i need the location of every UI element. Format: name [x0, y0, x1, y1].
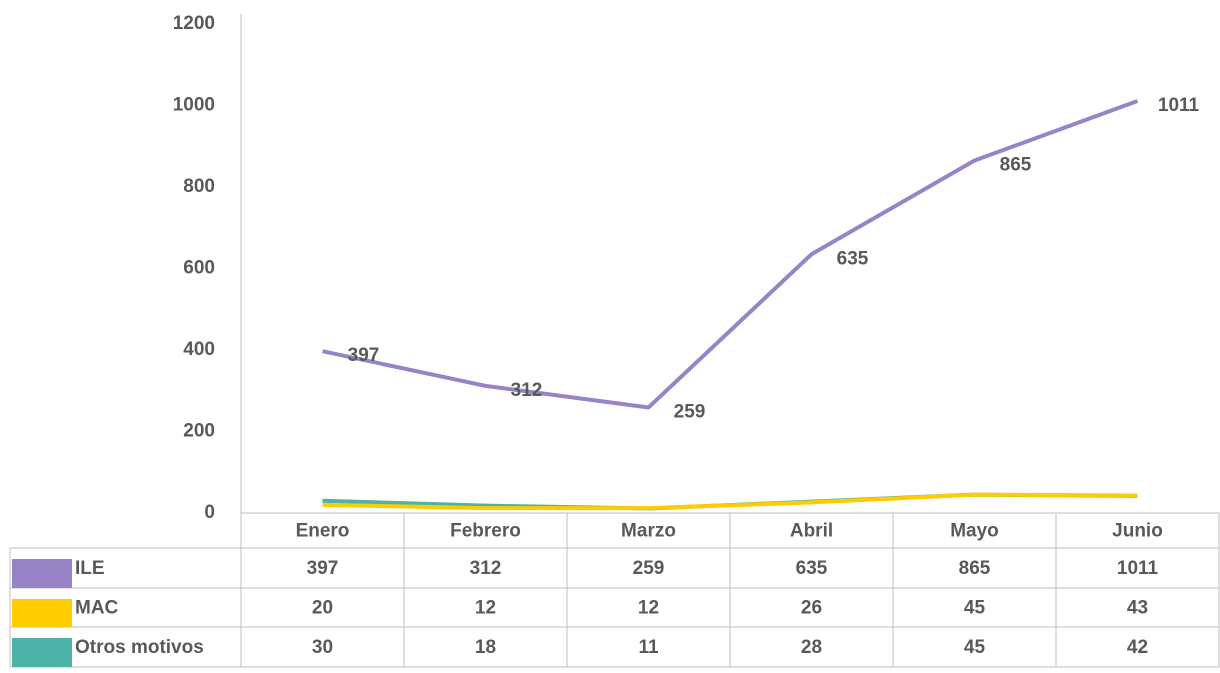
table-value: 45 — [964, 598, 986, 619]
data-label: 865 — [1000, 155, 1032, 176]
table-value: 12 — [638, 598, 659, 619]
table-value: 20 — [312, 598, 333, 619]
y-tick-label: 800 — [183, 176, 215, 197]
table-value: 865 — [959, 558, 991, 579]
legend-label: Otros motivos — [75, 637, 204, 658]
table-value: 42 — [1127, 637, 1148, 658]
y-tick-label: 1200 — [173, 13, 215, 34]
x-tick-label: Junio — [1112, 521, 1163, 542]
table-value: 43 — [1127, 598, 1148, 619]
legend-label: ILE — [75, 558, 105, 579]
x-tick-label: Mayo — [950, 521, 999, 542]
legend-key — [12, 559, 72, 588]
table-value: 635 — [796, 558, 828, 579]
series-line — [322, 99, 1139, 410]
x-tick-label: Febrero — [450, 521, 521, 542]
table-value: 312 — [470, 558, 502, 579]
series-line — [322, 492, 1138, 511]
data-label: 259 — [674, 401, 706, 422]
table-value: 26 — [801, 598, 822, 619]
y-tick-label: 400 — [183, 339, 215, 360]
table-value: 259 — [633, 558, 665, 579]
y-tick-label: 600 — [183, 258, 215, 279]
x-tick-label: Marzo — [621, 521, 676, 542]
y-tick-label: 0 — [204, 502, 215, 523]
y-tick-label: 1000 — [173, 95, 215, 116]
table-value: 30 — [312, 637, 333, 658]
table-value: 1011 — [1117, 558, 1159, 579]
legend-key — [12, 638, 72, 667]
data-label: 312 — [511, 380, 543, 401]
table-value: 12 — [475, 598, 496, 619]
table-value: 397 — [307, 558, 339, 579]
legend-label: MAC — [75, 598, 119, 619]
x-tick-label: Enero — [296, 521, 350, 542]
table-value: 28 — [801, 637, 822, 658]
table-value: 18 — [475, 637, 496, 658]
table-value: 45 — [964, 637, 986, 658]
x-tick-label: Abril — [790, 521, 833, 542]
data-label: 635 — [837, 248, 869, 269]
y-tick-label: 200 — [183, 421, 215, 442]
data-label: 397 — [348, 345, 380, 366]
data-label: 1011 — [1158, 95, 1200, 116]
legend-key — [12, 599, 72, 627]
table-value: 11 — [638, 637, 659, 658]
